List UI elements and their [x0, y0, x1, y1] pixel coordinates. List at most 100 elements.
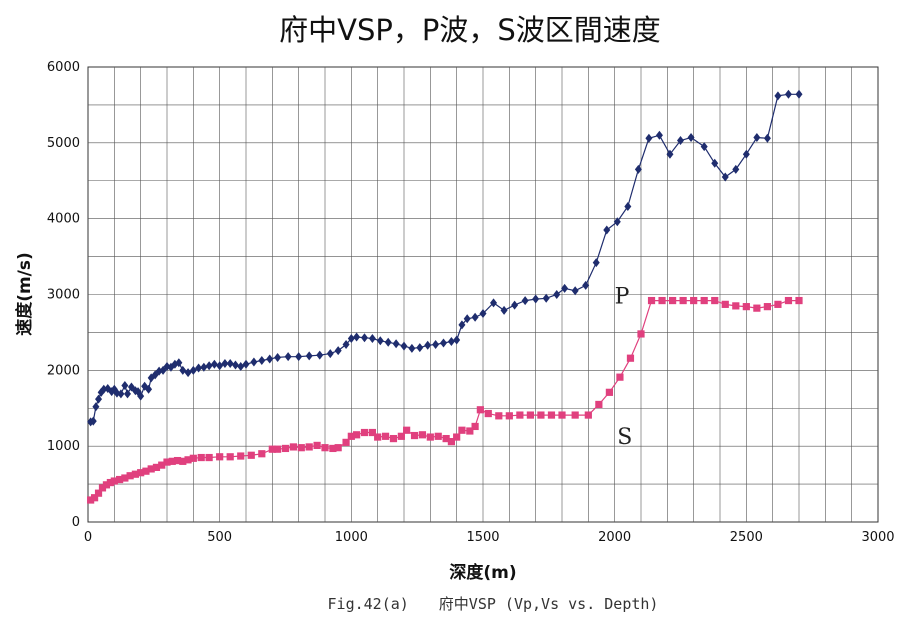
- x-tick-label: 2000: [598, 530, 631, 545]
- data-point: [102, 481, 111, 489]
- data-point: [505, 412, 513, 420]
- x-tick-label: 3000: [861, 530, 894, 545]
- data-point: [392, 339, 400, 349]
- data-point: [274, 352, 282, 362]
- data-point: [226, 359, 234, 369]
- data-point: [216, 453, 224, 461]
- data-point: [368, 333, 376, 343]
- data-point: [289, 443, 297, 451]
- data-point: [305, 351, 313, 361]
- data-point: [347, 432, 355, 440]
- data-point: [582, 280, 590, 290]
- data-point: [547, 411, 556, 419]
- data-point: [121, 381, 129, 390]
- data-point: [89, 416, 97, 426]
- data-point: [795, 89, 803, 99]
- series-p-line: [90, 93, 799, 423]
- data-point: [163, 458, 171, 466]
- data-point: [511, 300, 519, 310]
- data-point: [658, 296, 666, 305]
- data-point: [561, 283, 569, 293]
- data-point: [613, 217, 621, 227]
- data-point: [313, 441, 321, 450]
- data-point: [516, 411, 524, 419]
- series-p: [87, 89, 803, 427]
- data-point: [453, 433, 461, 441]
- data-point: [753, 133, 761, 143]
- data-point: [131, 470, 139, 478]
- data-point: [742, 149, 750, 159]
- y-tick-label: 1000: [47, 439, 80, 454]
- data-point: [434, 432, 442, 440]
- x-tick-label: 1000: [335, 530, 368, 545]
- data-point: [297, 444, 305, 452]
- data-point: [158, 461, 166, 469]
- data-point: [184, 456, 192, 464]
- data-point: [526, 411, 534, 419]
- data-point: [121, 474, 129, 482]
- data-point: [558, 411, 566, 419]
- data-point: [376, 336, 384, 346]
- data-point: [500, 305, 508, 315]
- data-point: [116, 475, 124, 484]
- data-point: [242, 359, 250, 369]
- data-point: [677, 136, 684, 146]
- data-point: [432, 340, 440, 350]
- data-point: [98, 484, 107, 492]
- data-point: [281, 444, 290, 453]
- data-point: [258, 355, 266, 365]
- data-point: [466, 427, 474, 435]
- data-point: [669, 296, 677, 305]
- data-point: [189, 454, 197, 462]
- data-point: [326, 349, 334, 359]
- data-point: [397, 432, 405, 440]
- data-point: [384, 337, 392, 347]
- x-tick-label: 2500: [730, 530, 763, 545]
- data-point: [700, 142, 708, 152]
- data-point: [221, 359, 229, 369]
- data-point: [553, 290, 561, 299]
- data-point: [334, 346, 342, 356]
- data-point: [592, 258, 600, 268]
- data-point: [124, 389, 131, 399]
- data-point: [687, 133, 695, 143]
- data-point: [784, 89, 792, 99]
- data-point: [250, 357, 258, 367]
- data-point: [626, 354, 635, 362]
- data-point: [268, 445, 276, 453]
- data-point: [216, 361, 224, 371]
- data-point: [637, 330, 645, 338]
- y-axis-ticks: 0 1000 2000 3000 4000 5000 6000: [47, 60, 80, 530]
- data-point: [463, 314, 471, 324]
- data-point: [711, 158, 719, 168]
- data-point: [184, 368, 192, 378]
- data-point: [205, 453, 213, 462]
- data-point: [179, 457, 187, 465]
- x-axis-label: 深度(m): [449, 562, 516, 583]
- data-point: [321, 444, 329, 452]
- x-tick-label: 500: [207, 530, 232, 545]
- data-point: [479, 308, 487, 318]
- data-point: [117, 389, 125, 399]
- data-point: [305, 443, 313, 451]
- data-point: [342, 340, 350, 350]
- data-point: [732, 302, 740, 310]
- data-point: [342, 438, 350, 446]
- data-point: [418, 431, 427, 439]
- data-point: [453, 335, 461, 345]
- data-point: [774, 300, 782, 308]
- data-point: [532, 294, 540, 304]
- data-point: [274, 445, 282, 453]
- data-point: [266, 354, 274, 364]
- data-point: [179, 365, 187, 375]
- data-point: [721, 172, 729, 182]
- y-tick-label: 6000: [47, 60, 80, 75]
- data-point: [784, 296, 793, 305]
- data-point: [416, 343, 424, 353]
- series-annotation-p: P: [615, 285, 630, 310]
- data-point: [476, 406, 484, 414]
- data-point: [603, 225, 611, 235]
- data-point: [95, 394, 103, 404]
- data-point: [353, 431, 361, 439]
